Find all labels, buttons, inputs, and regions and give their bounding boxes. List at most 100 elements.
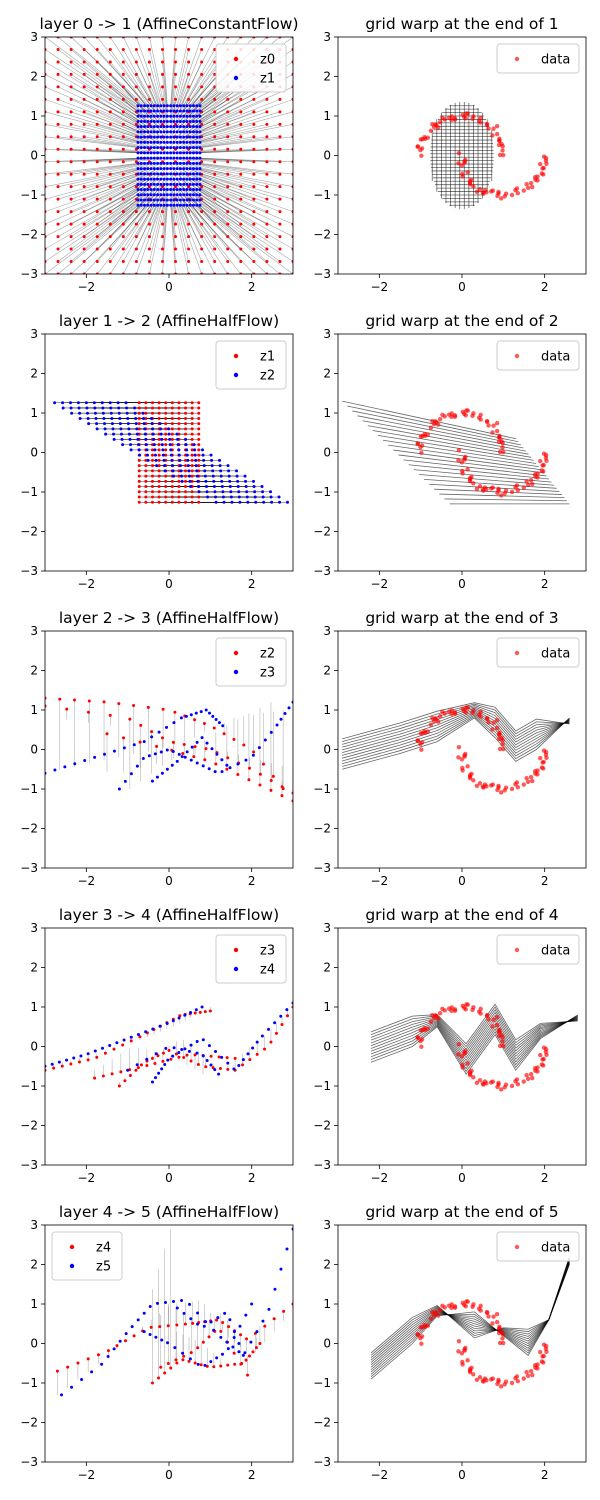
- point-z2: [236, 479, 240, 483]
- point-z1: [184, 458, 188, 462]
- point-z5: [232, 1330, 236, 1334]
- point-z5: [219, 1335, 223, 1339]
- point-z4: [217, 1072, 221, 1076]
- y-tick-label: −2: [313, 525, 331, 539]
- point-z2: [58, 697, 62, 701]
- connector-line: [70, 49, 145, 112]
- point-z2: [194, 464, 198, 468]
- point-z1: [190, 500, 194, 504]
- point-z2: [112, 437, 116, 441]
- subplot-title: grid warp at the end of 4: [365, 906, 558, 924]
- point-z1: [162, 156, 166, 160]
- point-z0: [252, 147, 256, 151]
- point-z2: [236, 485, 240, 489]
- point-z1: [182, 167, 186, 171]
- data-point: [482, 782, 488, 787]
- data-point: [464, 705, 469, 710]
- point-z2: [129, 443, 133, 447]
- connector-line: [97, 86, 152, 127]
- point-z0: [56, 185, 60, 189]
- connector-line: [45, 148, 139, 154]
- point-z1: [184, 495, 188, 499]
- point-z1: [177, 479, 181, 483]
- point-z0: [278, 110, 282, 114]
- point-z0: [265, 97, 269, 101]
- connector-line: [180, 61, 215, 117]
- point-z1: [149, 167, 153, 171]
- point-z4: [201, 1054, 205, 1058]
- data-point: [456, 161, 461, 166]
- connector-line: [110, 37, 155, 106]
- warp-grid-line: [370, 1017, 578, 1059]
- point-z2: [177, 448, 181, 452]
- point-z0: [174, 97, 178, 101]
- point-z1: [150, 401, 154, 405]
- point-z4: [136, 1032, 140, 1036]
- point-z4: [93, 1049, 97, 1053]
- point-z0: [108, 260, 112, 264]
- point-z4: [209, 1063, 213, 1067]
- point-z3: [136, 1066, 140, 1070]
- connector-line: [162, 74, 168, 122]
- subplot-title: layer 2 -> 3 (AffineHalfFlow): [59, 609, 279, 627]
- data-point: [535, 475, 540, 480]
- point-z4: [189, 1351, 193, 1355]
- connector-line: [180, 189, 215, 237]
- y-tick-label: −1: [313, 1079, 331, 1093]
- point-z0: [82, 60, 86, 64]
- data-point: [449, 1005, 454, 1010]
- data-point: [524, 1370, 529, 1375]
- warp-grid-line: [342, 703, 570, 742]
- point-z2: [197, 485, 201, 489]
- connector-line: [176, 199, 202, 262]
- connector-line: [183, 199, 228, 262]
- connector-line: [45, 86, 139, 127]
- data-point: [501, 1043, 506, 1049]
- point-z1: [184, 485, 188, 489]
- point-z0: [82, 172, 86, 176]
- point-z3: [185, 1053, 189, 1057]
- point-z1: [156, 104, 160, 108]
- data-point: [500, 445, 505, 450]
- point-z3: [190, 745, 194, 749]
- y-tick-label: 3: [30, 921, 38, 935]
- point-z2: [196, 479, 200, 483]
- point-z1: [169, 177, 173, 181]
- point-z2: [87, 710, 91, 714]
- data-point: [543, 749, 549, 755]
- connector-line: [45, 194, 139, 250]
- data-point: [543, 1343, 549, 1349]
- point-z1: [185, 130, 189, 134]
- point-z1: [191, 109, 195, 113]
- plot-area: [53, 401, 290, 504]
- point-z4: [175, 1323, 179, 1327]
- point-z4: [166, 1324, 170, 1328]
- point-z2: [110, 422, 114, 426]
- point-z1: [159, 146, 163, 150]
- point-z1: [198, 125, 202, 129]
- point-z1: [169, 114, 173, 118]
- point-z5: [130, 1325, 134, 1329]
- warp-grid-line: [408, 464, 550, 480]
- y-tick-label: 0: [323, 446, 331, 460]
- point-z1: [165, 198, 169, 202]
- point-z4: [207, 1044, 211, 1048]
- point-z0: [160, 247, 164, 251]
- connector-line: [173, 37, 189, 106]
- point-z1: [178, 109, 182, 113]
- point-z2: [85, 411, 89, 415]
- point-z3: [189, 1059, 193, 1063]
- point-z1: [188, 125, 192, 129]
- point-z3: [103, 752, 107, 756]
- data-point: [471, 1372, 476, 1377]
- point-z1: [172, 161, 176, 165]
- connector-line: [173, 74, 189, 122]
- connector-line: [57, 173, 142, 200]
- data-point: [423, 730, 428, 736]
- x-tick-label: −2: [77, 280, 95, 294]
- data-point: [482, 1079, 488, 1084]
- warp-grid-line: [342, 705, 570, 745]
- point-z1: [172, 125, 176, 129]
- point-z3: [195, 761, 199, 765]
- point-z2: [93, 406, 97, 410]
